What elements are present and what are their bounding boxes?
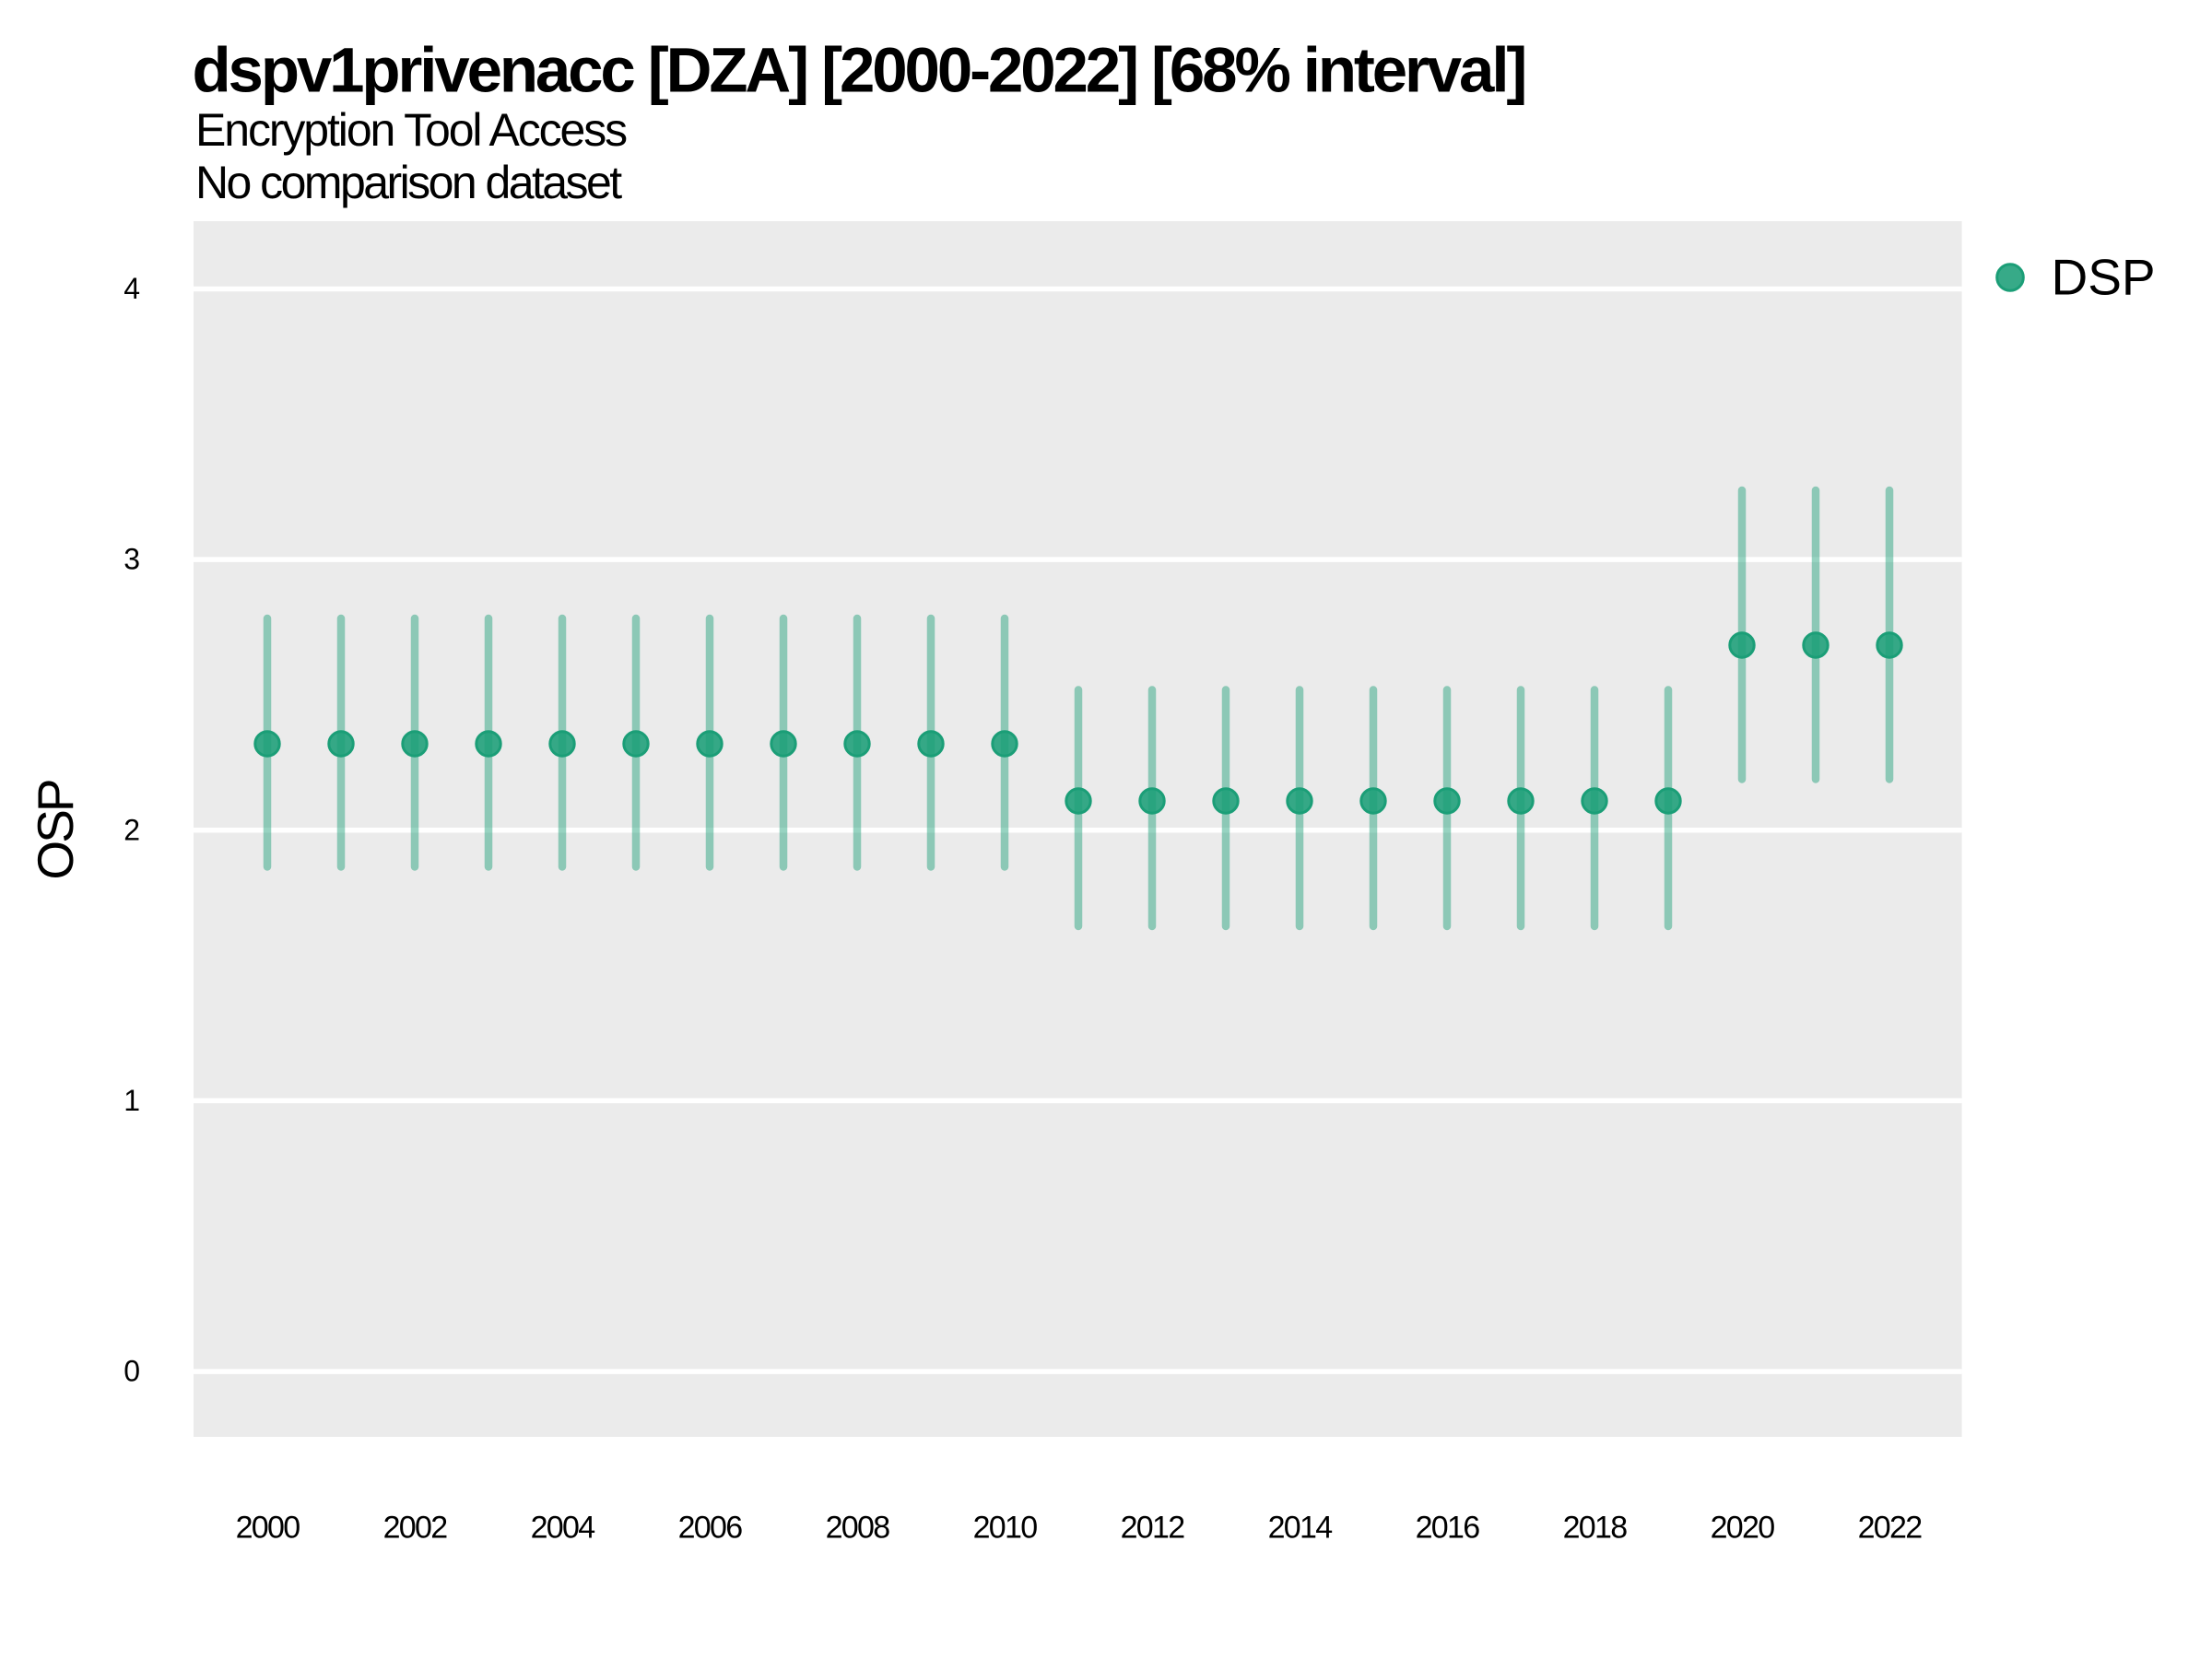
svg-text:No comparison dataset: No comparison dataset	[195, 157, 622, 208]
svg-text:2008: 2008	[826, 1511, 890, 1546]
svg-text:2014: 2014	[1268, 1511, 1333, 1546]
svg-text:2018: 2018	[1563, 1511, 1628, 1546]
svg-text:2012: 2012	[1121, 1511, 1185, 1546]
svg-text:2002: 2002	[383, 1511, 448, 1546]
svg-text:DSP: DSP	[2052, 249, 2156, 306]
svg-text:2004: 2004	[531, 1511, 595, 1546]
svg-text:2016: 2016	[1416, 1511, 1480, 1546]
svg-text:2022: 2022	[1858, 1511, 1923, 1546]
svg-text:2: 2	[124, 813, 140, 846]
svg-text:1: 1	[124, 1084, 140, 1117]
svg-text:2020: 2020	[1711, 1511, 1775, 1546]
svg-text:Encryption Tool Access: Encryption Tool Access	[195, 104, 627, 156]
svg-text:dspv1privenacc [DZA] [2000-202: dspv1privenacc [DZA] [2000-2022] [68% in…	[193, 35, 1525, 106]
svg-text:3: 3	[124, 543, 140, 576]
svg-text:2006: 2006	[678, 1511, 743, 1546]
svg-text:2010: 2010	[973, 1511, 1038, 1546]
svg-text:0: 0	[124, 1355, 140, 1388]
svg-text:OSP: OSP	[27, 781, 84, 879]
svg-text:4: 4	[124, 272, 140, 305]
svg-text:2000: 2000	[236, 1511, 300, 1546]
